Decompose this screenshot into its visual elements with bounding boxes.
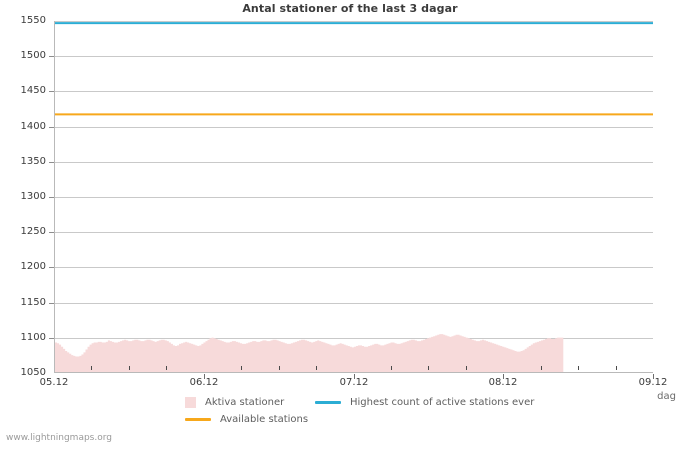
x-axis-tick-label: 08.12 [488,377,518,388]
x-axis-minor-tick [91,366,92,370]
x-axis-tick-label: 05.12 [39,377,69,388]
legend-row-2: Available stations [185,411,655,428]
legend-row-1: Aktiva stationer Highest count of active… [185,394,655,411]
x-axis-title: dag [657,391,676,402]
y-axis-tick-label: 1500 [20,50,46,61]
y-axis-tick-mark [49,267,54,268]
x-axis-tick-mark [354,374,355,379]
x-axis-minor-tick [279,366,280,370]
x-axis-tick-mark [503,374,504,379]
x-axis-minor-tick [129,366,130,370]
gridline [55,267,653,268]
x-axis-tick-label: 06.12 [189,377,219,388]
legend-swatch-line-icon [315,401,341,404]
gridline [55,91,653,92]
legend-swatch-line-icon [185,418,211,421]
x-axis-minor-tick [428,366,429,370]
y-axis-tick-label: 1200 [20,261,46,272]
watermark: www.lightningmaps.org [6,433,112,443]
legend-label: Aktiva stationer [205,397,285,408]
y-axis-tick-mark [49,56,54,57]
series-layer [55,22,653,372]
x-axis-minor-tick [578,366,579,370]
gridline [55,127,653,128]
chart-legend: Aktiva stationer Highest count of active… [185,394,655,428]
x-axis-minor-tick [316,366,317,370]
y-axis-tick-label: 1350 [20,156,46,167]
legend-item-available-stations[interactable]: Available stations [185,414,315,425]
y-axis-tick-label: 1450 [20,85,46,96]
y-axis-tick-mark [49,338,54,339]
x-axis-tick-label: 09.12 [638,377,668,388]
x-axis-minor-tick [391,366,392,370]
y-axis-tick-label: 1550 [20,15,46,26]
y-axis-tick-label: 1050 [20,367,46,378]
y-axis-tick-mark [49,232,54,233]
gridline [55,197,653,198]
gridline [55,303,653,304]
y-axis-tick-mark [49,197,54,198]
y-axis-tick-mark [49,127,54,128]
y-axis-tick-label: 1300 [20,191,46,202]
x-axis-minor-tick [466,366,467,370]
legend-item-aktiva-stationer[interactable]: Aktiva stationer [185,397,315,408]
legend-label: Available stations [220,414,309,425]
gridline [55,232,653,233]
legend-swatch-area-icon [185,397,196,408]
gridline [55,338,653,339]
y-axis-tick-label: 1100 [20,332,46,343]
x-axis-minor-tick [616,366,617,370]
legend-label: Highest count of active stations ever [350,397,535,408]
x-axis-tick-mark [653,374,654,379]
x-axis-minor-tick [166,366,167,370]
plot-area [54,21,653,373]
gridline [55,21,653,22]
gridline [55,56,653,57]
legend-item-highest-count[interactable]: Highest count of active stations ever [315,397,534,408]
x-axis-tick-label: 07.12 [339,377,369,388]
x-axis-minor-tick [541,366,542,370]
y-axis-tick-label: 1150 [20,297,46,308]
x-axis-minor-tick [241,366,242,370]
y-axis-tick-mark [49,303,54,304]
chart-title: Antal stationer of the last 3 dagar [242,2,458,15]
y-axis-title: Antal [0,177,3,204]
gridline [55,162,653,163]
y-axis-tick-label: 1250 [20,226,46,237]
y-axis-tick-label: 1400 [20,121,46,132]
y-axis-tick-mark [49,91,54,92]
series-area-aktiva-stationer [55,334,564,372]
x-axis-tick-mark [204,374,205,379]
y-axis-tick-mark [49,162,54,163]
